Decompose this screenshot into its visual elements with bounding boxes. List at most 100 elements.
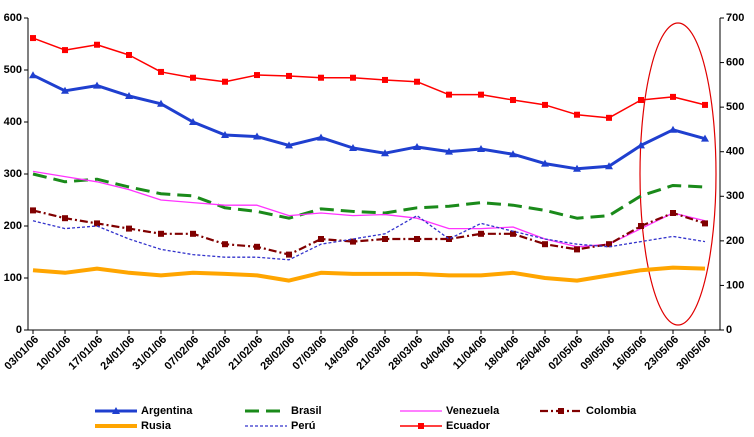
point — [605, 162, 613, 170]
point — [702, 101, 708, 108]
point — [669, 125, 677, 133]
x-tick-label: 07/03/06 — [290, 334, 329, 373]
point — [573, 164, 581, 172]
point — [381, 149, 389, 157]
legend-label: Perú — [291, 420, 315, 432]
point — [701, 134, 709, 142]
y2-tick-label: 600 — [726, 56, 744, 68]
y-tick-label: 100 — [4, 272, 22, 284]
x-tick-label: 10/01/06 — [34, 334, 73, 373]
y-tick-label: 600 — [4, 12, 22, 24]
y2-tick-label: 300 — [726, 190, 744, 202]
x-tick-label: 18/04/06 — [482, 334, 521, 373]
point — [445, 147, 453, 155]
point — [414, 236, 420, 242]
x-tick-label: 16/05/06 — [610, 334, 649, 373]
point — [702, 220, 708, 227]
point — [478, 230, 484, 237]
x-tick-label: 28/03/06 — [386, 334, 425, 373]
point — [542, 241, 548, 248]
point — [30, 35, 36, 42]
point — [510, 97, 516, 104]
point — [478, 91, 484, 98]
x-tick-label: 23/05/06 — [642, 334, 681, 373]
x-tick-label: 14/03/06 — [322, 334, 361, 373]
series-line — [32, 170, 706, 248]
x-tick-label: 21/02/06 — [226, 334, 265, 373]
point — [30, 207, 36, 214]
series-line — [32, 73, 706, 171]
point — [158, 230, 164, 237]
point — [94, 220, 100, 227]
x-tick-label: 24/01/06 — [98, 334, 137, 373]
point — [157, 99, 165, 107]
y-tick-label: 200 — [4, 220, 22, 232]
x-tick-label: 21/03/06 — [354, 334, 393, 373]
point — [574, 111, 580, 118]
point — [413, 142, 421, 150]
y2-tick-label: 700 — [726, 12, 744, 24]
point — [638, 97, 644, 104]
point — [446, 236, 452, 242]
point — [670, 93, 676, 100]
x-tick-label: 09/05/06 — [578, 334, 617, 373]
legend-label: Rusia — [141, 420, 172, 432]
x-tick-label: 07/02/06 — [162, 334, 201, 373]
x-tick-label: 30/05/06 — [674, 334, 713, 373]
point — [418, 423, 424, 429]
y2-tick-label: 500 — [726, 101, 744, 113]
point — [254, 243, 260, 250]
point — [61, 86, 69, 94]
point — [94, 41, 100, 48]
point — [414, 78, 420, 85]
point — [62, 47, 68, 54]
point — [509, 150, 517, 158]
point — [189, 118, 197, 125]
point — [93, 81, 101, 89]
point — [477, 145, 485, 153]
series-line — [32, 265, 706, 283]
series-line — [32, 37, 706, 119]
point — [285, 141, 293, 149]
x-tick-label: 28/02/06 — [258, 334, 297, 373]
y-tick-label: 0 — [16, 324, 22, 336]
legend-label: Venezuela — [446, 405, 500, 417]
point — [190, 74, 196, 81]
point — [350, 74, 356, 81]
x-tick-label: 14/02/06 — [194, 334, 233, 373]
point — [606, 241, 612, 248]
x-tick-label: 04/04/06 — [418, 334, 457, 373]
point — [542, 101, 548, 108]
x-tick-label: 03/01/06 — [2, 334, 41, 373]
point — [382, 76, 388, 83]
point — [350, 238, 356, 245]
point — [125, 92, 133, 99]
point — [670, 210, 676, 216]
point — [286, 72, 292, 79]
point — [382, 236, 388, 242]
legend-label: Ecuador — [446, 420, 491, 432]
point — [637, 141, 645, 149]
point — [446, 91, 452, 98]
point — [112, 407, 120, 414]
y2-tick-label: 100 — [726, 279, 744, 291]
point — [349, 144, 357, 151]
x-tick-label: 25/04/06 — [514, 334, 553, 373]
x-tick-label: 31/01/06 — [130, 334, 169, 373]
highlight-ellipse — [639, 22, 717, 326]
point — [221, 131, 229, 138]
series-line — [32, 172, 706, 220]
point — [510, 230, 516, 237]
point — [190, 230, 196, 237]
point — [286, 251, 292, 258]
x-tick-label: 02/05/06 — [546, 334, 585, 373]
point — [126, 51, 132, 58]
x-tick-label: 17/01/06 — [66, 334, 105, 373]
point — [62, 215, 68, 222]
point — [558, 408, 564, 414]
point — [638, 223, 644, 229]
point — [317, 133, 325, 141]
legend-label: Brasil — [291, 405, 322, 417]
point — [253, 132, 261, 140]
